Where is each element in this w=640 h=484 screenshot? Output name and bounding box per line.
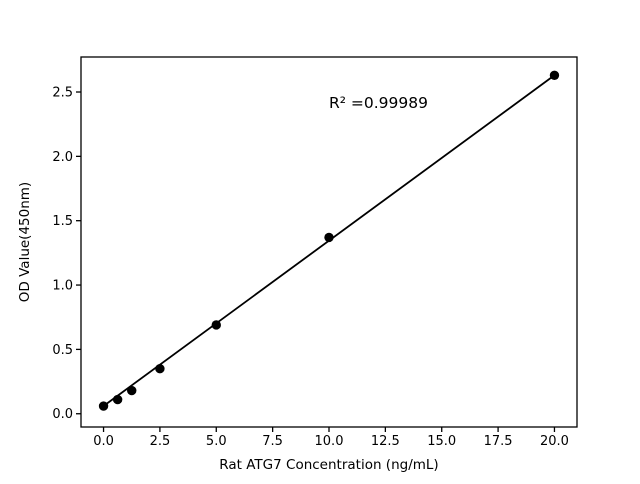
y-axis-label: OD Value(450nm) [17, 182, 33, 302]
x-tick-label: 0.0 [93, 434, 114, 449]
x-axis-label: Rat ATG7 Concentration (ng/mL) [219, 457, 438, 473]
x-tick-label: 10.0 [315, 434, 344, 449]
y-tick-label: 2.0 [52, 150, 73, 165]
y-tick-label: 1.0 [52, 279, 73, 294]
x-tick-label: 2.5 [150, 434, 171, 449]
data-point [155, 364, 165, 374]
data-point [211, 320, 221, 330]
data-point [324, 232, 334, 243]
data-point [112, 394, 123, 405]
x-tick-label: 12.5 [371, 434, 400, 449]
x-tick-label: 17.5 [484, 434, 513, 449]
data-point [98, 401, 109, 411]
x-tick-label: 15.0 [427, 434, 456, 449]
x-tick-label: 5.0 [206, 434, 227, 449]
data-point [127, 385, 137, 396]
y-tick-label: 0.0 [52, 407, 73, 422]
y-tick-label: 1.5 [52, 214, 73, 229]
r-squared-annotation: R² =0.99989 [329, 94, 428, 112]
plot-area: 0.0 2.5 5.0 7.5 10.0 12.5 15.0 17.5 20.0 0.0 0.5 1.… [52, 56, 578, 449]
data-point [549, 70, 560, 80]
y-tick-label: 2.5 [52, 86, 73, 101]
x-tick-label: 7.5 [262, 434, 283, 449]
y-tick-label: 0.5 [52, 343, 73, 358]
x-tick-label: 20.0 [540, 434, 569, 449]
